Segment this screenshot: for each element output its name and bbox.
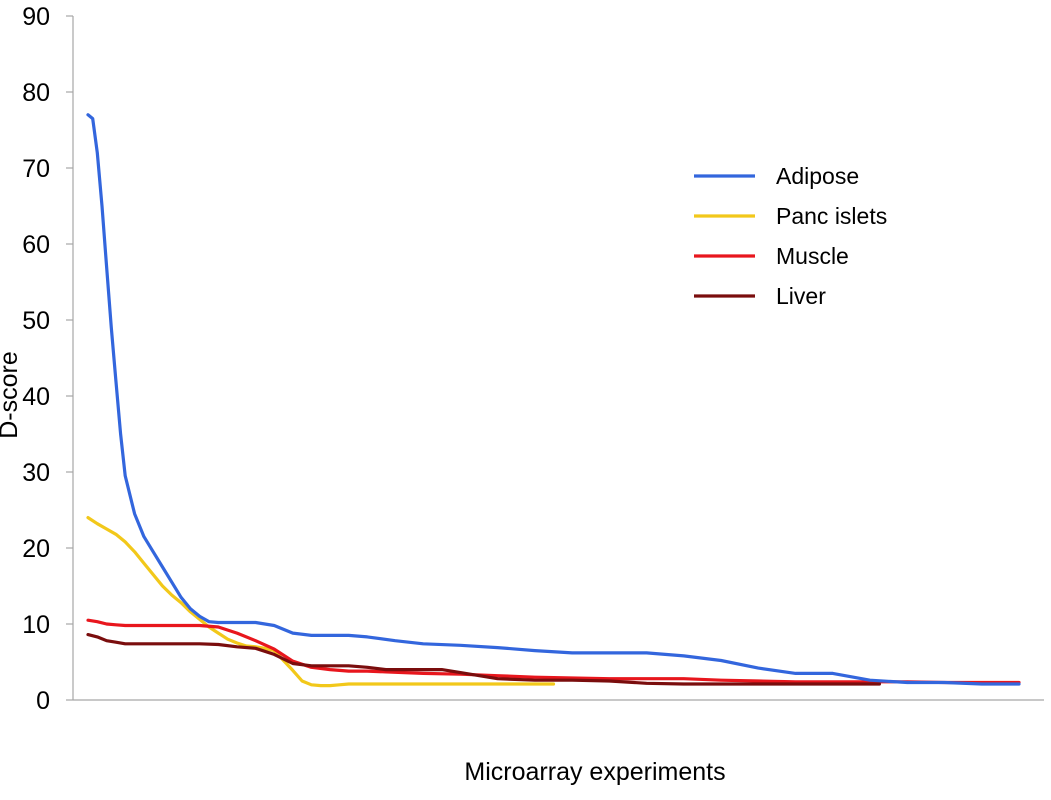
series-line-panc-islets [86, 515, 556, 688]
y-tick-label: 60 [22, 231, 50, 259]
y-tick-label: 40 [22, 383, 50, 411]
series-line-muscle [86, 618, 1021, 685]
x-axis-title: Microarray experiments [464, 758, 725, 786]
legend-label-muscle: Muscle [776, 243, 849, 269]
legend-label-panc-islets: Panc islets [776, 203, 887, 229]
legend-label-liver: Liver [776, 283, 826, 309]
y-tick-label: 0 [36, 687, 50, 715]
legend-label-adipose: Adipose [776, 163, 859, 189]
series-lines [86, 113, 1021, 688]
y-tick-label: 50 [22, 307, 50, 335]
y-tick-label: 10 [22, 611, 50, 639]
series-line-adipose [86, 113, 1021, 686]
series-line-liver [86, 632, 882, 686]
y-tick-label: 30 [22, 459, 50, 487]
y-axis: 0 10 20 30 40 50 60 70 80 90 [22, 3, 74, 715]
y-tick-label: 80 [22, 79, 50, 107]
y-tick-label: 20 [22, 535, 50, 563]
y-tick-label: 70 [22, 155, 50, 183]
y-tick-label: 90 [22, 3, 50, 31]
legend: Adipose Panc islets Muscle Liver [694, 163, 887, 309]
y-axis-title: D-score [0, 351, 23, 439]
